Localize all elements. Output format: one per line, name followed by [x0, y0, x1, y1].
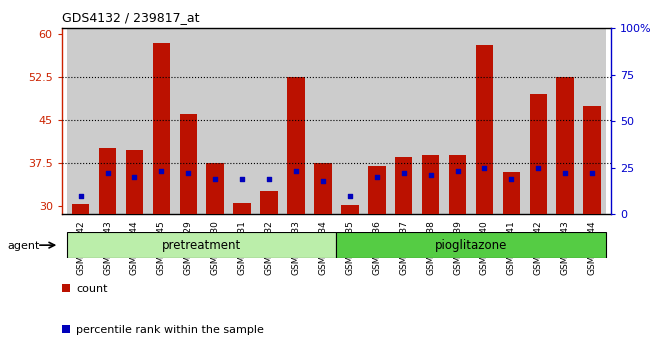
Bar — [502, 172, 520, 214]
Bar — [444, 28, 471, 214]
Point — [102, 170, 112, 176]
Bar — [67, 28, 94, 214]
Bar — [229, 28, 255, 214]
Point — [479, 165, 489, 171]
Text: percentile rank within the sample: percentile rank within the sample — [76, 325, 264, 335]
Point — [183, 170, 194, 176]
Bar — [202, 28, 229, 214]
Text: agent: agent — [8, 241, 40, 251]
Bar — [417, 28, 444, 214]
Bar — [578, 28, 606, 214]
Point — [506, 176, 517, 182]
Point — [156, 169, 166, 174]
Bar — [125, 149, 143, 214]
Bar — [175, 28, 202, 214]
Point — [398, 170, 409, 176]
Bar — [556, 77, 574, 214]
Point — [237, 176, 248, 182]
Bar — [179, 114, 197, 214]
Point — [210, 176, 220, 182]
Bar — [471, 28, 498, 214]
Bar — [94, 28, 121, 214]
Bar — [530, 94, 547, 214]
Point — [344, 193, 355, 198]
Point — [372, 174, 382, 180]
Bar — [314, 163, 332, 214]
Bar — [287, 77, 305, 214]
Bar — [498, 28, 525, 214]
Text: count: count — [76, 284, 107, 294]
Point — [425, 172, 436, 178]
Bar — [337, 232, 606, 258]
Point — [264, 176, 274, 182]
Bar — [341, 205, 359, 214]
Point — [560, 170, 571, 176]
Bar — [309, 28, 337, 214]
Bar — [552, 28, 578, 214]
Bar — [153, 42, 170, 214]
Bar — [422, 155, 439, 214]
Bar — [99, 148, 116, 214]
Bar — [337, 28, 363, 214]
Bar — [476, 45, 493, 214]
Point — [587, 170, 597, 176]
Bar — [207, 163, 224, 214]
Text: pioglitazone: pioglitazone — [435, 239, 507, 252]
Point — [75, 193, 86, 198]
Bar — [233, 203, 251, 214]
Bar — [363, 28, 390, 214]
Point — [318, 178, 328, 183]
Bar — [368, 166, 385, 214]
Bar — [67, 232, 337, 258]
Point — [129, 174, 140, 180]
Bar — [121, 28, 148, 214]
Bar — [525, 28, 552, 214]
Bar — [390, 28, 417, 214]
Bar — [255, 28, 283, 214]
Point — [533, 165, 543, 171]
Point — [291, 169, 301, 174]
Text: GDS4132 / 239817_at: GDS4132 / 239817_at — [62, 11, 200, 24]
Bar — [148, 28, 175, 214]
Point — [452, 169, 463, 174]
Bar — [72, 204, 89, 214]
Bar — [283, 28, 309, 214]
Bar — [395, 157, 413, 214]
Bar — [448, 155, 466, 214]
Bar — [260, 191, 278, 214]
Bar — [584, 105, 601, 214]
Text: pretreatment: pretreatment — [162, 239, 241, 252]
